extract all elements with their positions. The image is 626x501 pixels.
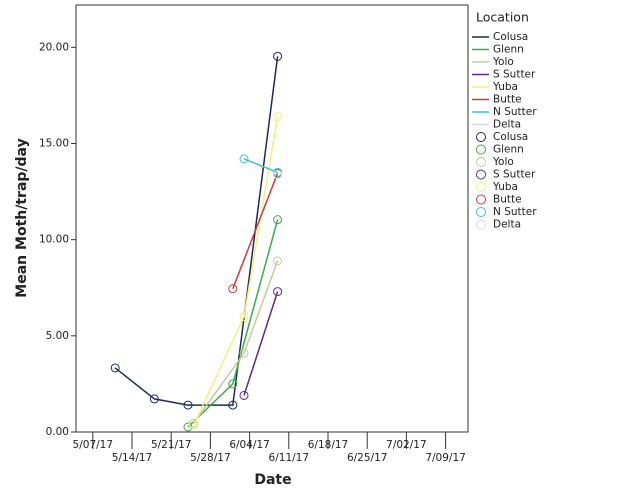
data-point (189, 420, 199, 430)
series-line (187, 219, 279, 428)
x-tick-label: 5/07/17 (73, 439, 113, 451)
data-point (273, 256, 283, 266)
legend-marker (476, 194, 486, 205)
y-tick-label: 0.00 (46, 426, 69, 438)
y-tick-label: 5.00 (46, 330, 69, 342)
legend-label: S Sutter (493, 69, 536, 81)
data-point (228, 284, 238, 294)
x-tick-label: 6/04/17 (229, 439, 269, 451)
data-point (273, 287, 283, 297)
data-point (239, 154, 249, 164)
data-point (228, 379, 238, 389)
legend-marker (476, 169, 486, 180)
legend-label: Yuba (492, 181, 518, 193)
x-tick-label: 7/02/17 (386, 439, 426, 451)
legend-label: Yolo (492, 56, 514, 68)
x-axis-title: Date (254, 472, 291, 488)
legend-label: N Sutter (493, 106, 537, 118)
legend-label: Glenn (493, 144, 524, 156)
legend-marker (476, 182, 486, 192)
legend-marker (476, 132, 486, 142)
legend-label: Butte (493, 94, 522, 106)
x-tick-label: 6/11/17 (269, 452, 309, 464)
data-point (110, 363, 120, 373)
legend-label: Colusa (493, 131, 528, 143)
series-line (192, 116, 279, 426)
legend-label: Yolo (492, 156, 514, 168)
x-tick-label: 5/21/17 (151, 439, 191, 451)
legend-label: Butte (493, 194, 522, 206)
x-tick-label: 5/28/17 (190, 452, 230, 464)
y-axis-title: Mean Moth/trap/day (14, 138, 30, 297)
y-tick-label: 20.00 (39, 41, 69, 53)
legend-label: Delta (493, 119, 521, 131)
legend-title: Location (476, 10, 529, 25)
data-point (273, 112, 283, 122)
legend-marker (476, 219, 486, 230)
legend-label: Yuba (492, 81, 518, 93)
legend-label: S Sutter (493, 169, 536, 181)
legend-marker (476, 207, 486, 217)
series-line (192, 260, 279, 424)
plot-frame (75, 4, 469, 433)
y-tick-label: 15.00 (39, 137, 69, 149)
legend-label: Delta (493, 219, 521, 231)
series-line (243, 291, 279, 396)
x-tick-label: 5/14/17 (112, 452, 152, 464)
x-tick-label: 7/09/17 (425, 452, 465, 464)
legend-marker (476, 157, 486, 167)
series-line (243, 158, 278, 174)
data-point (273, 169, 283, 179)
series-line (114, 56, 279, 406)
data-point (239, 312, 249, 322)
legend-label: Colusa (493, 31, 528, 43)
data-point (273, 51, 283, 61)
data-point (149, 394, 159, 404)
data-point (273, 215, 283, 225)
data-point (239, 390, 249, 400)
series-line (232, 173, 279, 289)
x-tick-label: 6/18/17 (308, 439, 348, 451)
data-point (239, 348, 249, 358)
legend-label: Glenn (493, 44, 524, 56)
data-point (228, 400, 238, 410)
data-point (183, 400, 193, 410)
legend-label: N Sutter (493, 206, 537, 218)
x-tick-label: 6/25/17 (347, 452, 387, 464)
legend-marker (476, 144, 486, 155)
y-tick-label: 10.00 (39, 234, 69, 246)
